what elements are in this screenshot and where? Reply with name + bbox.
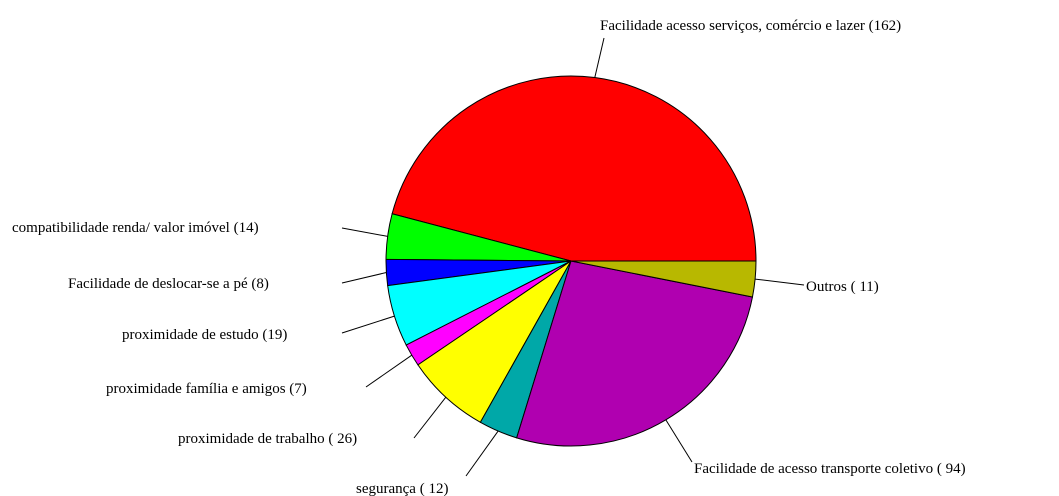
leader-line [465, 430, 499, 477]
slice-label: segurança ( 12) [356, 481, 448, 496]
leader-line [341, 315, 395, 334]
slice-label: Facilidade de deslocar-se a pé (8) [68, 276, 269, 292]
slice-label: proximidade de estudo (19) [122, 327, 287, 343]
leader-line [341, 272, 387, 284]
slice-label: Facilidade de acesso transporte coletivo… [694, 461, 966, 477]
slice-labels: Facilidade acesso serviços, comércio e l… [12, 18, 966, 496]
leader-line [341, 227, 388, 237]
pie-slice [391, 75, 757, 262]
slice-label: proximidade de trabalho ( 26) [178, 431, 357, 447]
slice-label: Outros ( 11) [806, 279, 879, 295]
slice-label: Facilidade acesso serviços, comércio e l… [600, 18, 901, 34]
leader-line [413, 396, 447, 439]
leader-line [594, 37, 605, 78]
leader-lines [341, 37, 805, 477]
pie-slice [516, 260, 754, 447]
pie-slices [385, 75, 757, 447]
slice-label: proximidade família e amigos (7) [106, 381, 307, 397]
leader-line [755, 278, 805, 286]
leader-line [365, 354, 413, 388]
leader-line [665, 419, 693, 463]
slice-label: compatibilidade renda/ valor imóvel (14) [12, 220, 259, 236]
